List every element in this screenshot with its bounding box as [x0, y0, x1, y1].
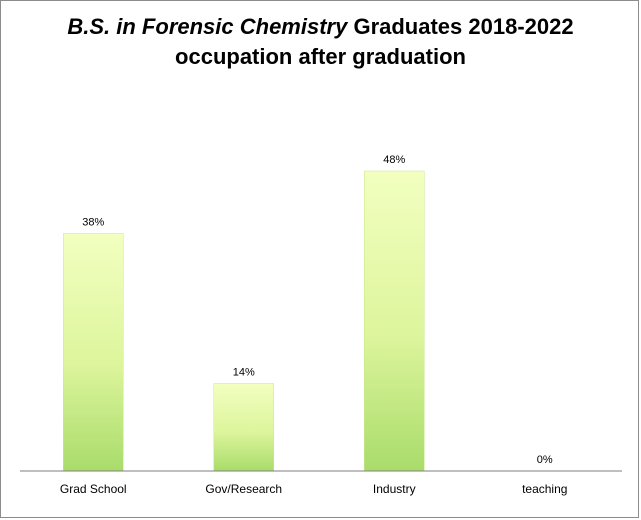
bar-grad-school	[63, 233, 124, 472]
data-label-grad-school: 38%	[82, 217, 104, 229]
data-label-gov-research: 14%	[233, 367, 255, 379]
bar-gov-research	[213, 383, 274, 472]
chart-title-line1: B.S. in Forensic Chemistry Graduates 201…	[0, 12, 641, 42]
x-tick-label-teaching: teaching	[522, 482, 567, 496]
data-label-teaching: 0%	[537, 454, 553, 466]
chart-subtitle: occupation after graduation	[175, 44, 466, 69]
bar-industry	[364, 170, 425, 472]
data-label-industry: 48%	[383, 154, 405, 166]
chart-title-italic: B.S. in Forensic Chemistry	[67, 14, 348, 39]
x-tick-label-grad-school: Grad School	[60, 482, 127, 496]
chart-title-rest: Graduates 2018-2022	[347, 14, 574, 39]
chart-title: B.S. in Forensic Chemistry Graduates 201…	[0, 12, 641, 72]
x-tick-label-gov-research: Gov/Research	[205, 482, 282, 496]
x-tick-label-industry: Industry	[373, 482, 416, 496]
